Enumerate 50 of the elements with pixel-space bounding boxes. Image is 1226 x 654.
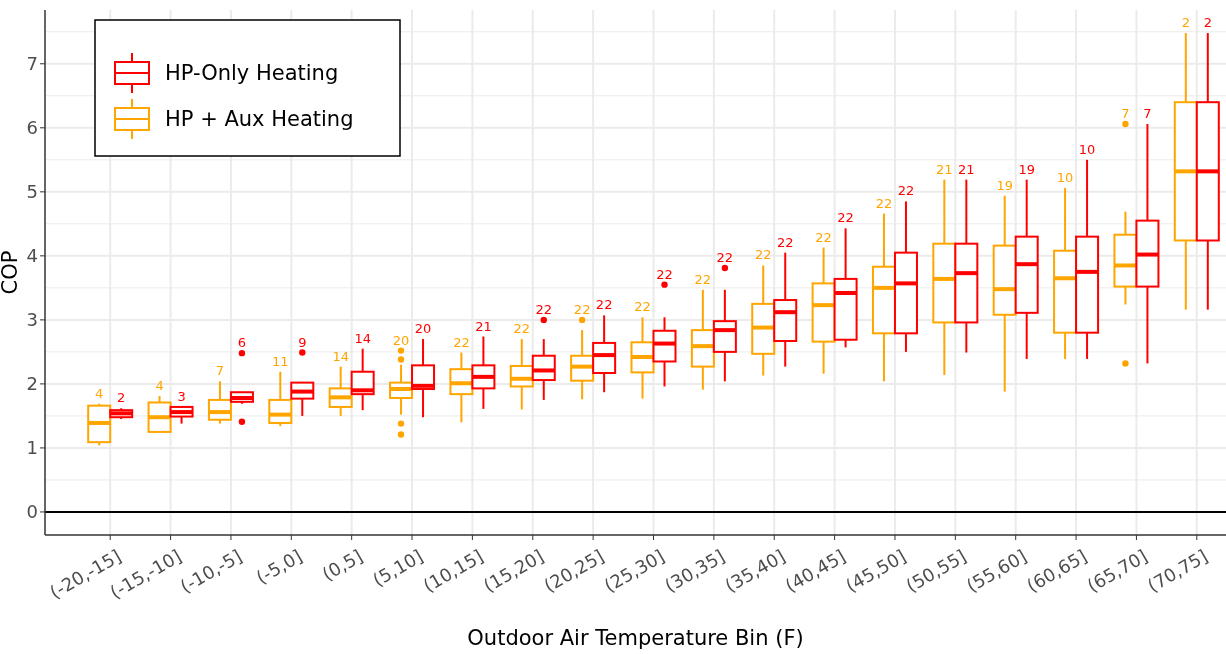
text: 22 — [573, 301, 591, 317]
text: 7 — [1143, 105, 1152, 121]
legend-label: HP-Only Heating — [165, 61, 339, 86]
text: 22 — [694, 271, 712, 287]
text: 21 — [475, 318, 492, 334]
text: 3 — [177, 388, 186, 404]
text: 22 — [875, 195, 893, 211]
text: 14 — [354, 330, 371, 346]
text: 6 — [237, 335, 247, 351]
text: 4 — [155, 378, 164, 394]
text: 10 — [1078, 141, 1096, 157]
text: 22 — [897, 183, 915, 199]
text: 21 — [936, 161, 953, 177]
text: 22 — [837, 210, 854, 226]
x-axis-title: Outdoor Air Temperature Bin (F) — [467, 626, 804, 650]
y-tick-label: 6 — [26, 117, 38, 139]
y-tick-label: 5 — [26, 181, 38, 203]
text: 2 — [1181, 15, 1190, 31]
y-tick-label: 2 — [26, 373, 38, 395]
y-tick-label: 7 — [26, 53, 38, 75]
legend-label: HP + Aux Heating — [165, 107, 354, 132]
text: 19 — [1018, 161, 1035, 177]
text: 22 — [754, 247, 772, 263]
text: 20 — [392, 332, 410, 348]
y-tick-label: 0 — [26, 501, 38, 523]
text: 14 — [332, 348, 349, 364]
text: 22 — [535, 301, 553, 317]
text: 22 — [776, 234, 794, 250]
text: 7 — [1121, 105, 1130, 121]
text: 22 — [815, 229, 832, 245]
text: 22 — [453, 334, 470, 350]
text: 10 — [1056, 169, 1074, 185]
text: 22 — [716, 250, 734, 266]
text: 4 — [95, 385, 104, 401]
text: 11 — [272, 353, 289, 369]
text: 9 — [298, 334, 307, 350]
y-tick-label: 4 — [26, 245, 38, 267]
text: 7 — [215, 363, 225, 379]
text: 22 — [634, 299, 651, 315]
text: 19 — [996, 177, 1013, 193]
y-axis-title: COP — [0, 250, 22, 295]
y-tick-label: 1 — [26, 437, 38, 459]
y-tick-label: 3 — [26, 309, 38, 331]
text: 21 — [958, 161, 975, 177]
text: 2 — [117, 390, 126, 406]
text: 2 — [1203, 15, 1212, 31]
text: 22 — [656, 266, 673, 282]
text: 20 — [414, 321, 432, 337]
text: 22 — [595, 297, 613, 313]
text: 22 — [513, 321, 531, 337]
